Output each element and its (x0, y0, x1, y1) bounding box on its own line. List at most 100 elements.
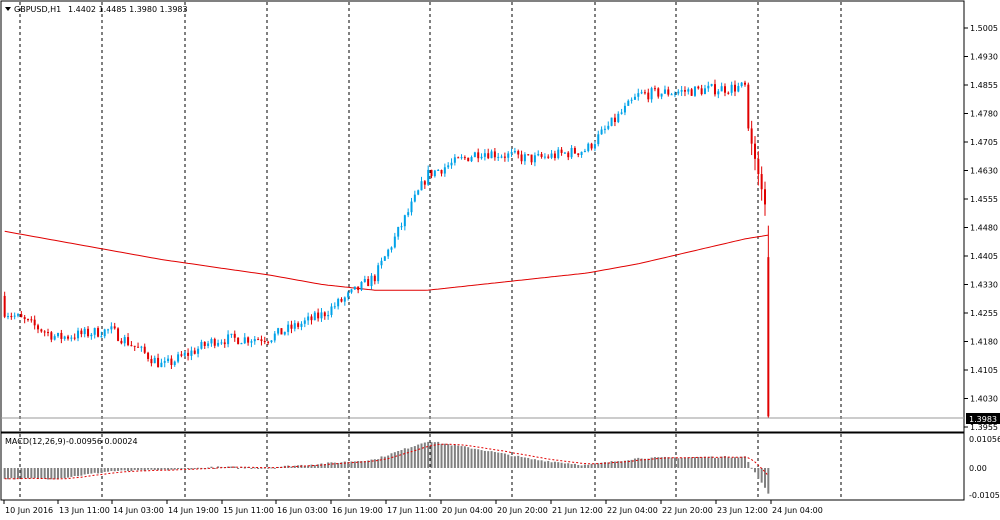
macd-histogram-bar (187, 468, 190, 469)
candle-bear (517, 151, 520, 155)
macd-histogram-bar (60, 468, 63, 479)
candle-bull (630, 99, 633, 101)
macd-histogram-bar (47, 468, 50, 480)
macd-histogram-bar (757, 468, 760, 479)
candle-bull (343, 297, 346, 302)
macd-histogram-bar (157, 468, 160, 471)
macd-axis-label-zero: 0.00 (969, 464, 987, 473)
candle-bear (117, 328, 120, 341)
macd-histogram-bar (420, 443, 423, 468)
candle-bear (143, 346, 146, 353)
macd-histogram-bar (767, 468, 770, 494)
macd-histogram-bar (563, 463, 566, 468)
candle-bull (270, 340, 273, 343)
triangle-down-icon[interactable] (5, 7, 11, 11)
macd-histogram-bar (383, 456, 386, 468)
candle-bear (547, 156, 550, 158)
candle-bull (570, 147, 573, 158)
macd-histogram-bar (163, 468, 166, 470)
candle-bull (703, 88, 706, 95)
candle-bear (203, 341, 206, 346)
macd-histogram-bar (303, 465, 306, 468)
macd-histogram-bar (117, 468, 120, 471)
candle-bear (373, 275, 376, 282)
macd-histogram-bar (397, 451, 400, 468)
macd-histogram-bar (93, 468, 96, 473)
macd-histogram-bar (673, 457, 676, 468)
candle-bull (227, 334, 230, 345)
macd-histogram-bar (107, 468, 110, 472)
price-axis-label: 1.4855 (970, 81, 998, 90)
candle-bull (677, 91, 680, 94)
macd-histogram-bar (580, 465, 583, 468)
macd-histogram-bar (530, 459, 533, 468)
macd-histogram-bar (380, 456, 383, 468)
candle-bull (663, 89, 666, 94)
candle-bear (233, 333, 236, 338)
candle-bull (300, 323, 303, 327)
macd-histogram-bar (653, 457, 656, 468)
macd-histogram-bar (553, 461, 556, 468)
candle-bear (657, 88, 660, 97)
macd-histogram-bar (263, 467, 266, 469)
time-axis-label: 14 Jun 03:00 (113, 506, 164, 515)
macd-histogram-bar (307, 465, 310, 468)
macd-histogram-bar (543, 461, 546, 468)
candle-bull (637, 93, 640, 97)
candle-bear (127, 337, 130, 346)
macd-histogram-bar (443, 443, 446, 468)
candle-bear (467, 157, 470, 162)
candle-bull (537, 154, 540, 156)
macd-histogram-bar (387, 455, 390, 468)
candle-bull (207, 343, 210, 346)
macd-histogram-bar (700, 457, 703, 468)
macd-histogram-bar (607, 462, 610, 468)
candle-bull (627, 100, 630, 106)
macd-histogram-bar (460, 446, 463, 468)
candle-bear (463, 157, 466, 159)
macd-histogram-bar (637, 457, 640, 468)
macd-histogram-bar (493, 451, 496, 468)
time-axis-label: 15 Jun 11:00 (223, 506, 274, 515)
price-axis-label: 1.4330 (970, 281, 998, 290)
candle-bear (180, 354, 183, 356)
macd-histogram-bar (140, 468, 143, 470)
macd-histogram-bar (153, 468, 156, 470)
moving-average (4, 230, 769, 291)
macd-histogram-bar (547, 460, 550, 468)
macd-histogram-bar (667, 457, 670, 468)
macd-axis-label-bottom: -0.01052 (969, 491, 1000, 500)
price-axis-label: 1.4555 (970, 195, 998, 204)
candle-bear (60, 332, 63, 339)
candle-bull (200, 341, 203, 349)
macd-histogram-bar (237, 468, 240, 469)
macd-histogram-bar (150, 468, 153, 470)
time-axis-label: 16 Jun 03:00 (277, 506, 328, 515)
macd-histogram-bar (67, 468, 70, 478)
macd-histogram-bar (407, 448, 410, 468)
macd-histogram-bar (753, 468, 756, 473)
macd-histogram-bar (707, 457, 710, 468)
candle-bear (457, 157, 460, 159)
candle-bear (727, 92, 730, 94)
candle-bear (573, 147, 576, 154)
macd-histogram-bar (597, 463, 600, 468)
candle-bear (743, 82, 746, 85)
macd-histogram-bar (620, 461, 623, 468)
macd-histogram-bar (97, 468, 100, 474)
time-axis-label: 20 Jun 20:00 (497, 506, 548, 515)
macd-histogram-bar (533, 459, 536, 468)
candle-bear (527, 154, 530, 156)
macd-axis-label-top: 0.01056 (969, 435, 1000, 444)
macd-histogram-bar (413, 446, 416, 468)
macd-histogram-bar (417, 444, 420, 468)
candle-bull (240, 343, 243, 345)
macd-histogram-bar (190, 468, 193, 470)
candle-bull (650, 88, 653, 100)
candle-bull (7, 316, 10, 318)
candle-bull (273, 333, 276, 341)
macd-histogram-bar (540, 460, 543, 468)
candle-bull (623, 105, 626, 113)
